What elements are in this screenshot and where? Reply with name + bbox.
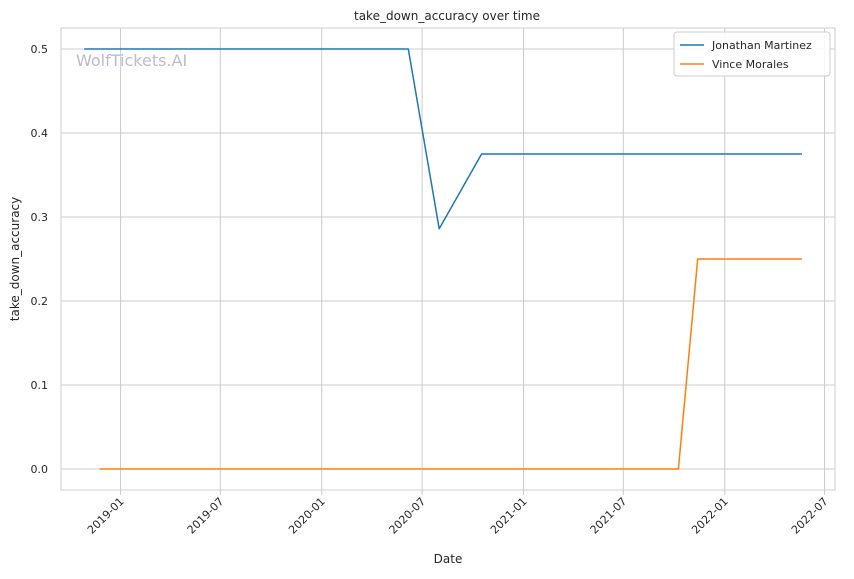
y-tick-label: 0.0 — [31, 463, 49, 476]
legend-box — [673, 31, 831, 77]
legend: Jonathan Martinez Vince Morales — [673, 31, 831, 77]
x-tick-label: 2019-01 — [85, 495, 127, 537]
x-tick-label: 2022-01 — [689, 495, 731, 537]
watermark-text: WolfTickets.AI — [76, 51, 187, 70]
y-tick-label: 0.1 — [31, 379, 49, 392]
y-axis-ticks: 0.0 0.1 0.2 0.3 0.4 0.5 — [31, 43, 49, 476]
series-line-jonathan-martinez — [84, 48, 802, 230]
plot-area-frame — [60, 27, 836, 491]
legend-label-jonathan-martinez: Jonathan Martinez — [711, 39, 812, 52]
y-tick-label: 0.5 — [31, 43, 49, 56]
x-axis-ticks: 2019-01 2019-07 2020-01 2020-07 2021-01 2021-… — [85, 490, 831, 537]
x-tick-label: 2022-07 — [789, 495, 831, 537]
y-tick-label: 0.4 — [31, 127, 49, 140]
x-tick-label: 2020-01 — [286, 495, 328, 537]
x-axis-label: Date — [434, 552, 463, 566]
series-line-vince-morales — [99, 258, 802, 470]
chart-title: take_down_accuracy over time — [354, 9, 540, 23]
y-tick-label: 0.2 — [31, 295, 49, 308]
y-tick-label: 0.3 — [31, 211, 49, 224]
y-axis-label: take_down_accuracy — [8, 197, 22, 321]
series-lines — [84, 48, 802, 470]
x-tick-label: 2021-07 — [588, 495, 630, 537]
x-tick-label: 2020-07 — [387, 495, 429, 537]
x-tick-label: 2019-07 — [185, 495, 227, 537]
legend-label-vince-morales: Vince Morales — [712, 58, 789, 71]
x-tick-label: 2021-01 — [488, 495, 530, 537]
